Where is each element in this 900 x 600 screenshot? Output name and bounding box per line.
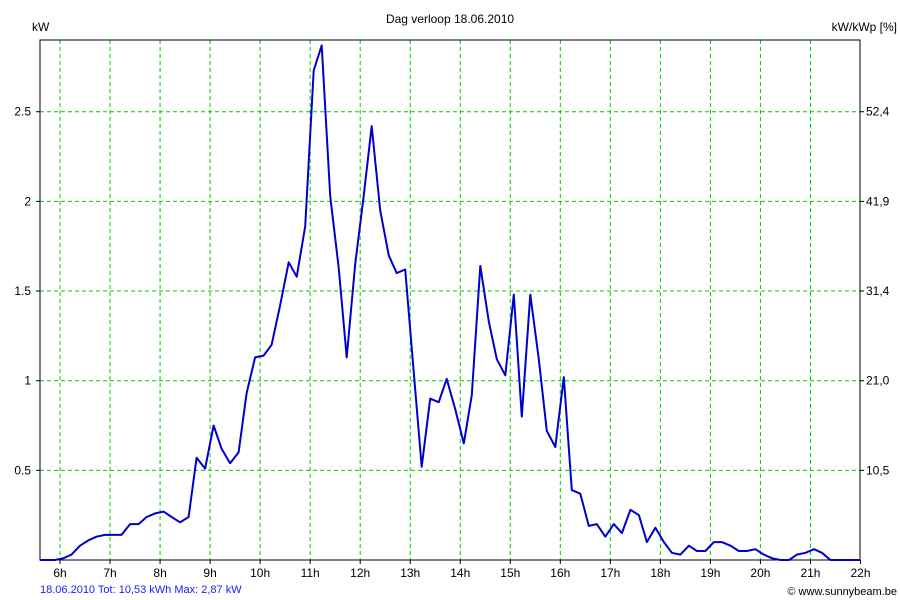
x-tick-label: 12h — [350, 566, 370, 580]
x-tick-label: 7h — [103, 566, 116, 580]
plot-frame — [39, 39, 861, 561]
x-tick-label: 15h — [500, 566, 520, 580]
series-layer — [40, 44, 860, 561]
left-axis-unit: kW — [32, 20, 50, 34]
y-tick-label-left: 2 — [24, 194, 31, 208]
grid-lines — [40, 40, 860, 560]
x-tick-label: 19h — [700, 566, 720, 580]
tick-labels: 6h 7h 8h 9h 10h 11h 12h 13h 14h 15h 16h 17h 18h 19h 20… — [14, 105, 889, 580]
x-tick-label: 8h — [153, 566, 166, 580]
x-tick-label: 18h — [650, 566, 670, 580]
chart-title: Dag verloop 18.06.2010 — [386, 12, 514, 26]
x-tick-label: 16h — [550, 566, 570, 580]
footer-summary: 18.06.2010 Tot: 10,53 kWh Max: 2,87 kW — [40, 584, 242, 596]
axes — [36, 39, 864, 564]
x-tick-label: 11h — [301, 566, 320, 580]
y-tick-label-left: 1.5 — [14, 284, 31, 298]
x-tick-label: 9h — [203, 566, 216, 580]
x-tick-label: 10h — [250, 566, 270, 580]
x-tick-label: 14h — [450, 566, 470, 580]
y-tick-label-right: 31,4 — [866, 284, 890, 298]
y-tick-label-right: 21,0 — [866, 374, 890, 388]
y-tick-label-right: 10,5 — [866, 463, 890, 477]
right-axis-unit: kW/kWp [%] — [832, 20, 897, 34]
x-tick-label: 13h — [400, 566, 420, 580]
x-tick-label: 20h — [750, 566, 770, 580]
footer-credit: © www.sunnybeam.be — [787, 586, 897, 598]
power-series-line — [40, 44, 860, 561]
y-tick-label-right: 41,9 — [866, 194, 890, 208]
y-tick-label-left: 0.5 — [14, 463, 31, 477]
y-tick-label-left: 1 — [24, 374, 31, 388]
x-tick-label: 6h — [53, 566, 66, 580]
x-tick-label: 17h — [600, 566, 620, 580]
x-tick-label: 21h — [800, 566, 820, 580]
x-tick-label: 22h — [850, 566, 870, 580]
y-tick-label-left: 2.5 — [14, 105, 31, 119]
y-tick-label-right: 52,4 — [866, 105, 890, 119]
